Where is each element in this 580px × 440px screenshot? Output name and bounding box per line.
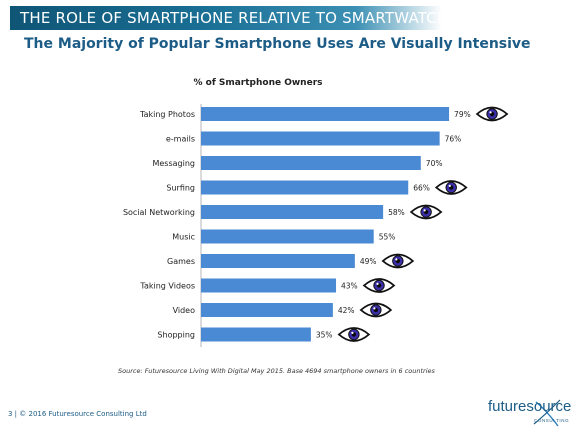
source-note: Source: Futuresource Living With Digital…: [118, 367, 435, 375]
category-label: Music: [172, 233, 195, 242]
eye-icon: [337, 327, 371, 342]
logo-text: futuresource: [488, 398, 572, 415]
value-label: 35%: [316, 331, 333, 340]
category-label: Messaging: [152, 159, 195, 168]
value-label: 49%: [360, 257, 377, 266]
bars-layer: Taking Photos 79% e-mails 76% Messaging 70% Su…: [123, 106, 509, 342]
eye-icon: [409, 204, 443, 220]
futuresource-logo: futuresource CONSULTING: [488, 398, 574, 430]
slide-subtitle: The Majority of Popular Smartphone Uses …: [24, 36, 531, 52]
eye-icon: [362, 278, 396, 293]
category-label: Taking Videos: [139, 282, 195, 291]
bar: [201, 327, 311, 342]
category-label: Video: [173, 306, 196, 315]
value-label: 70%: [426, 159, 443, 168]
bar: [201, 156, 421, 170]
bar-chart: % of Smartphone Owners Taking Photos 79% e…: [123, 78, 509, 347]
value-label: 43%: [341, 282, 358, 291]
value-label: 42%: [338, 306, 355, 315]
eye-icon: [434, 180, 468, 195]
category-label: Shopping: [157, 331, 195, 340]
category-label: Social Networking: [123, 208, 195, 217]
eye-icon: [381, 253, 415, 269]
category-label: Surfing: [166, 184, 195, 193]
eye-icon: [359, 302, 393, 318]
slide-title: THE ROLE OF SMARTPHONE RELATIVE TO SMART…: [20, 9, 449, 27]
eye-icon: [475, 106, 509, 122]
value-label: 55%: [379, 233, 396, 242]
value-label: 76%: [445, 135, 462, 144]
category-label: e-mails: [166, 135, 195, 144]
bar: [201, 107, 450, 121]
bar: [201, 131, 440, 146]
logo-subtext: CONSULTING: [534, 418, 570, 423]
bar: [201, 303, 333, 317]
footer-copyright: 3 | © 2016 Futuresource Consulting Ltd: [8, 410, 147, 418]
value-label: 58%: [388, 208, 405, 217]
bar: [201, 254, 355, 268]
value-label: 79%: [454, 110, 471, 119]
slide-title-bar: THE ROLE OF SMARTPHONE RELATIVE TO SMART…: [10, 6, 448, 30]
bar: [201, 229, 374, 244]
value-label: 66%: [413, 184, 430, 193]
category-label: Taking Photos: [139, 110, 195, 119]
bar: [201, 278, 337, 293]
chart-title: % of Smartphone Owners: [193, 78, 322, 88]
bar: [201, 180, 409, 195]
logo-swoosh-icon: [533, 399, 561, 427]
category-label: Games: [167, 257, 195, 266]
bar: [201, 205, 384, 219]
